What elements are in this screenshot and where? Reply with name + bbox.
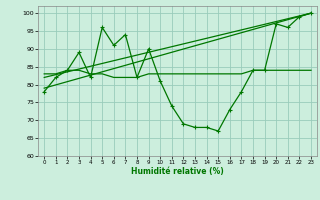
X-axis label: Humidité relative (%): Humidité relative (%) <box>131 167 224 176</box>
